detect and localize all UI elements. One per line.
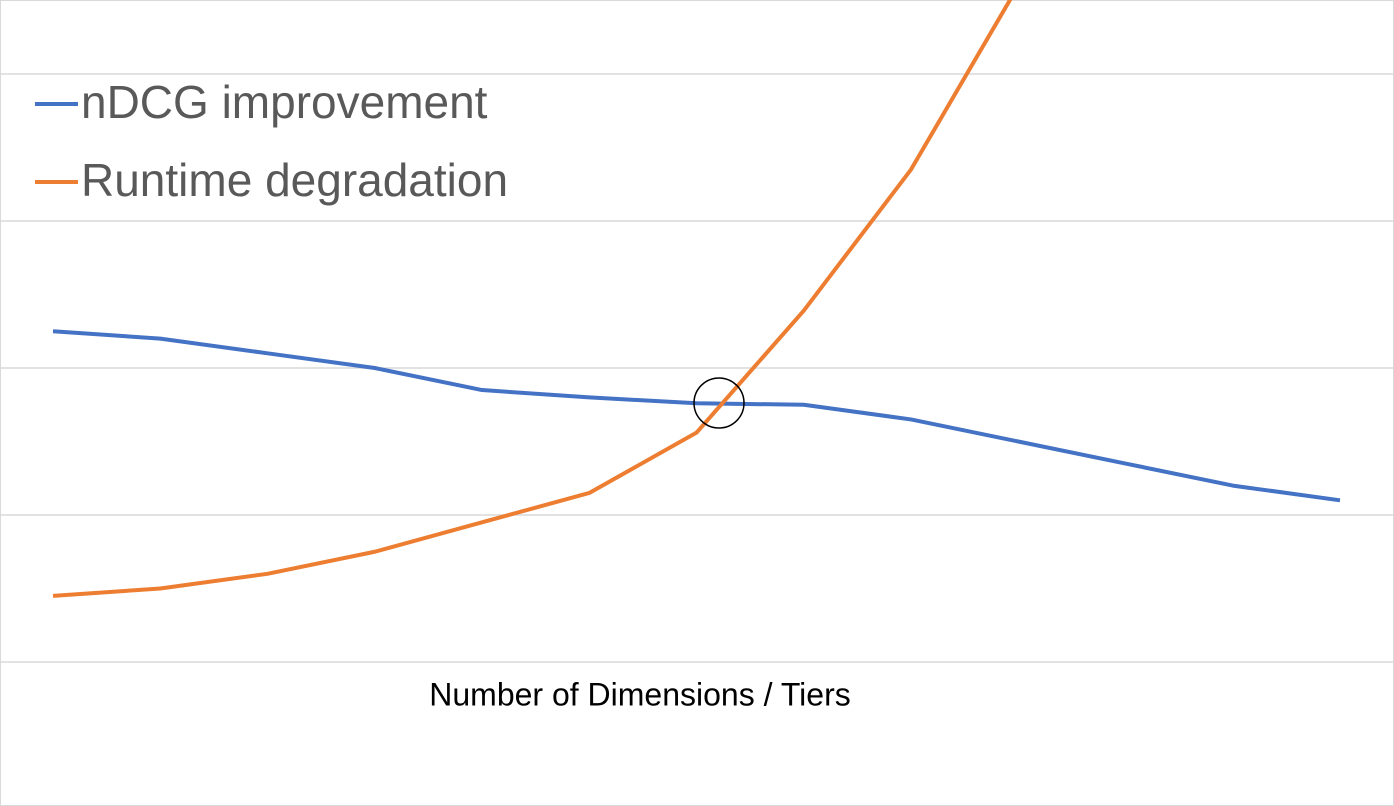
intersection-marker xyxy=(693,377,745,429)
grid xyxy=(0,73,1394,663)
plot-area xyxy=(52,0,1341,598)
series-line xyxy=(52,0,1013,598)
series-line xyxy=(52,329,1341,503)
legend-label: nDCG improvement xyxy=(81,76,488,128)
x-axis-label: Number of Dimensions / Tiers xyxy=(429,676,850,712)
legend: nDCG improvement Runtime degradation xyxy=(35,76,508,206)
legend-label: Runtime degradation xyxy=(81,154,508,206)
